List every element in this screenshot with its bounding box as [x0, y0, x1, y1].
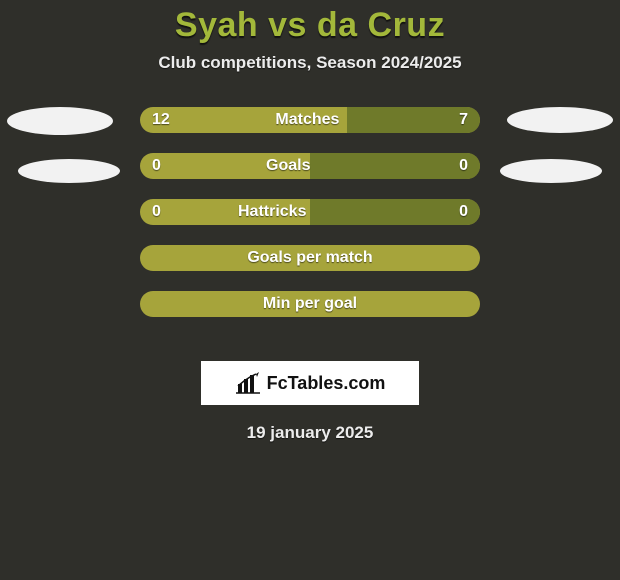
- stat-right-value: 7: [459, 111, 468, 129]
- stat-right-half: 0: [310, 199, 480, 225]
- stat-left-value: 12: [152, 111, 170, 129]
- stat-right-value: 0: [459, 203, 468, 221]
- fctables-logo: FcTables.com: [201, 361, 419, 405]
- stat-row-matches: 12 7 Matches: [140, 107, 480, 133]
- stat-right-half: 7: [347, 107, 480, 133]
- stat-row-goals: 0 0 Goals: [140, 153, 480, 179]
- subtitle: Club competitions, Season 2024/2025: [0, 53, 620, 73]
- stat-left-half: 0: [140, 153, 310, 179]
- stat-left-value: 0: [152, 203, 161, 221]
- bar-chart-icon: [235, 372, 261, 394]
- player-right-avatar-placeholder: [507, 107, 613, 133]
- player-left-avatar-placeholder: [7, 107, 113, 135]
- stat-row-hattricks: 0 0 Hattricks: [140, 199, 480, 225]
- stat-right-half: 0: [310, 153, 480, 179]
- page-title: Syah vs da Cruz: [0, 6, 620, 45]
- stat-row-min-per-goal: Min per goal: [140, 291, 480, 317]
- stat-label: Min per goal: [263, 295, 357, 313]
- logo-text: FcTables.com: [267, 373, 386, 394]
- stat-row-goals-per-match: Goals per match: [140, 245, 480, 271]
- stat-label: Goals per match: [247, 249, 372, 267]
- stat-left-value: 0: [152, 157, 161, 175]
- player-right-badge-placeholder: [500, 159, 602, 183]
- player-left-badge-placeholder: [18, 159, 120, 183]
- stat-right-value: 0: [459, 157, 468, 175]
- stat-left-half: 12: [140, 107, 347, 133]
- stats-area: 12 7 Matches 0 0 Goals 0 0 Hattri: [0, 107, 620, 347]
- stat-left-half: 0: [140, 199, 310, 225]
- date-line: 19 january 2025: [0, 423, 620, 443]
